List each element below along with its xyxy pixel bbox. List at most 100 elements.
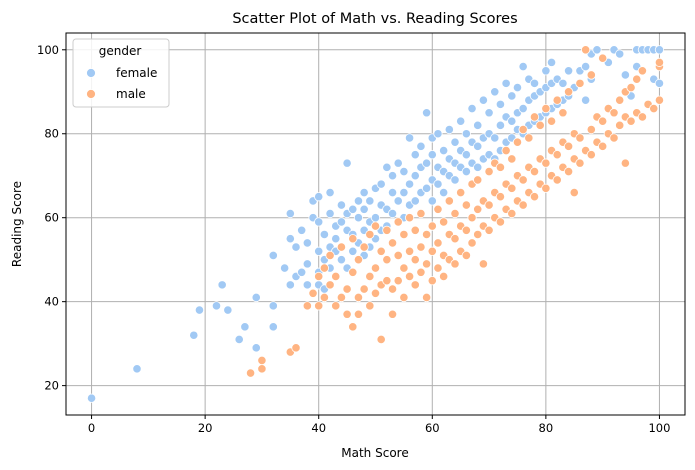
data-point-female (473, 120, 483, 130)
data-point-female (336, 217, 347, 227)
x-tick-label: 80 (539, 421, 554, 435)
data-point-male (507, 183, 517, 193)
data-point-male (399, 229, 409, 240)
data-point-female (387, 208, 398, 219)
data-point-female (348, 204, 358, 214)
data-point-female (581, 61, 591, 72)
data-point-male (416, 242, 426, 252)
data-point-female (501, 78, 511, 88)
data-point-female (370, 213, 381, 223)
data-point-male (626, 116, 636, 126)
legend-label-male: male (116, 87, 146, 101)
data-point-male (433, 263, 443, 273)
data-point-female (86, 393, 97, 403)
data-point-male (586, 124, 596, 135)
legend-marker-female (86, 68, 96, 78)
data-point-female (433, 129, 443, 139)
data-point-female (268, 322, 278, 332)
data-point-female (620, 70, 630, 80)
data-point-male (245, 368, 256, 378)
data-point-female (251, 292, 261, 303)
data-point-female (234, 334, 244, 345)
data-point-male (325, 280, 335, 290)
data-point-male (563, 166, 574, 177)
data-point-male (495, 162, 506, 172)
data-point-female (433, 179, 443, 189)
data-point-male (461, 225, 471, 235)
data-point-male (609, 133, 619, 143)
data-point-male (615, 95, 625, 105)
data-point-female (422, 108, 432, 118)
data-point-male (353, 292, 364, 303)
data-point-female (240, 322, 250, 332)
data-point-male (575, 78, 585, 88)
data-point-male (507, 154, 517, 164)
data-point-male (416, 267, 426, 277)
data-point-male (422, 229, 432, 240)
data-point-female (359, 204, 369, 214)
data-point-female (353, 196, 364, 206)
data-point-female (336, 255, 347, 265)
data-point-female (319, 229, 329, 240)
data-point-female (393, 158, 403, 168)
data-point-female (223, 305, 233, 315)
data-point-male (314, 271, 324, 282)
data-point-male (473, 229, 483, 240)
data-point-male (427, 246, 437, 256)
data-point-male (342, 309, 352, 319)
data-point-male (450, 259, 460, 269)
data-point-female (654, 78, 665, 88)
data-point-female (314, 246, 324, 256)
data-point-male (393, 276, 403, 286)
data-point-male (410, 255, 420, 265)
data-point-female (314, 192, 324, 202)
data-point-female (427, 196, 437, 206)
y-axis-label: Reading Score (10, 181, 24, 267)
x-tick-label: 0 (88, 421, 95, 435)
data-point-male (563, 141, 574, 151)
data-point-male (319, 292, 329, 303)
data-point-male (331, 301, 341, 311)
data-point-male (348, 267, 358, 277)
data-point-male (348, 234, 358, 244)
data-point-female (331, 234, 341, 244)
data-point-female (399, 187, 409, 198)
data-point-male (353, 255, 364, 265)
data-point-male (478, 259, 488, 269)
data-point-male (484, 200, 494, 210)
data-point-female (495, 120, 506, 130)
data-point-male (331, 271, 341, 282)
data-point-female (285, 234, 295, 244)
data-point-male (632, 74, 642, 84)
data-point-male (586, 70, 596, 80)
data-point-female (251, 343, 261, 353)
data-point-female (507, 91, 517, 101)
data-point-male (535, 120, 545, 130)
data-point-male (427, 221, 437, 231)
data-point-female (450, 137, 460, 147)
data-point-male (376, 246, 386, 256)
data-point-male (518, 200, 528, 210)
data-point-male (467, 238, 477, 248)
data-point-male (439, 271, 449, 282)
data-point-male (495, 192, 506, 202)
data-point-male (359, 242, 369, 252)
data-point-male (257, 355, 267, 366)
data-point-male (586, 150, 596, 160)
data-point-female (194, 305, 205, 315)
data-point-male (461, 200, 471, 210)
data-point-male (365, 301, 375, 311)
data-point-female (297, 225, 307, 235)
data-points (86, 45, 665, 403)
data-point-male (257, 364, 267, 374)
data-point-female (461, 166, 471, 177)
axis-ticks: 0 20 40 60 80 100 20 40 60 80 100 (37, 43, 670, 435)
data-point-male (529, 192, 540, 202)
data-point-male (302, 301, 312, 311)
data-point-female (387, 171, 398, 181)
data-point-female (490, 133, 500, 143)
data-point-female (439, 187, 449, 198)
data-point-male (365, 271, 375, 282)
data-point-female (387, 187, 398, 198)
data-point-female (484, 108, 494, 118)
